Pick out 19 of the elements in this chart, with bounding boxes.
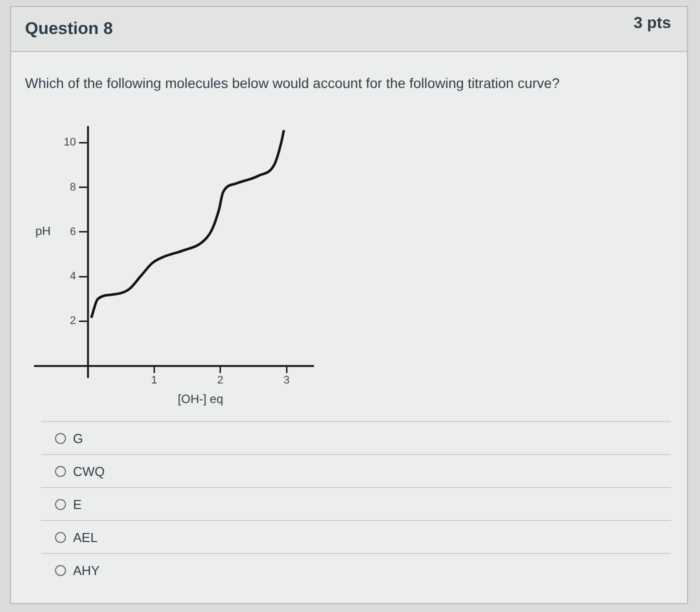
chart-title: Which of the following molecules below would account for the following titration curve? xyxy=(25,75,560,91)
y-tick-label: 10 xyxy=(64,136,76,149)
x-tick-label: 2 xyxy=(217,374,224,386)
x-tick-label: 3 xyxy=(283,374,290,386)
y-axis-title: pH xyxy=(35,224,51,238)
text: G xyxy=(73,431,84,446)
text: E xyxy=(73,497,82,512)
text: Question 8 xyxy=(25,19,113,39)
text: 3 pts xyxy=(634,15,671,33)
y-tick-label: 8 xyxy=(70,181,76,194)
x-axis-title: [OH-] eq xyxy=(178,392,224,406)
y-tick-label: 2 xyxy=(70,315,76,328)
line-series xyxy=(90,128,286,320)
y-tick-label: 4 xyxy=(70,270,76,283)
x-tick-label: 1 xyxy=(151,374,158,386)
text: CWQ xyxy=(73,464,105,479)
y-tick-label: 6 xyxy=(70,226,76,238)
text: AHY xyxy=(73,563,100,578)
text: AEL xyxy=(73,530,98,545)
